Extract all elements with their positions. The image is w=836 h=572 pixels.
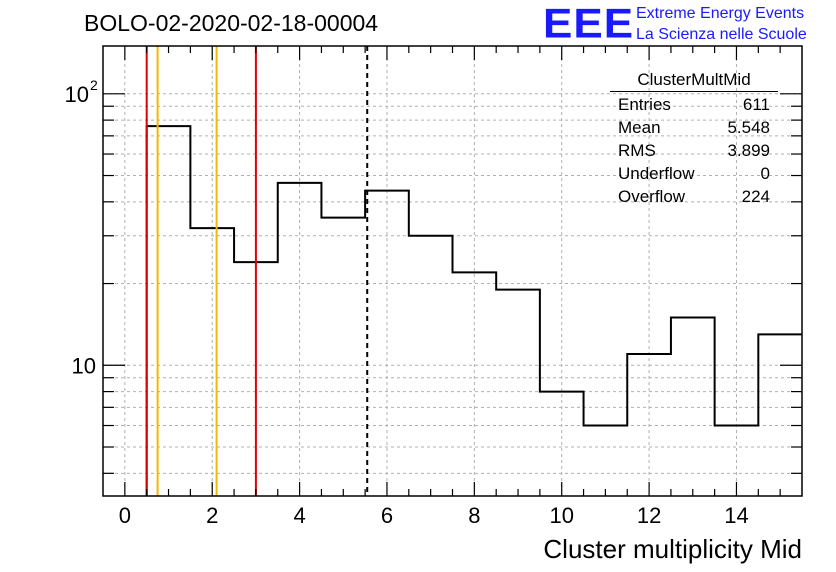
histogram-bin: [321, 218, 365, 496]
stats-row-overflow: Overflow 224: [618, 187, 770, 206]
x-tick-label: 12: [637, 503, 661, 528]
y-tick-exponent: 2: [90, 77, 98, 93]
x-tick-label: 8: [468, 503, 480, 528]
histogram-bin: [278, 183, 322, 496]
eee-logo: EEE: [543, 0, 635, 47]
histogram-bin: [147, 126, 191, 496]
histogram-bin: [627, 354, 671, 496]
histogram-bin: [758, 334, 802, 496]
stats-row-underflow: Underflow 0: [618, 164, 770, 183]
x-tick-label: 2: [206, 503, 218, 528]
x-tick-label: 4: [293, 503, 305, 528]
histogram-bin: [453, 272, 497, 496]
x-tick-label: 0: [119, 503, 131, 528]
histogram-bin: [671, 317, 715, 496]
histogram-series: [145, 125, 802, 496]
histogram-bin: [365, 191, 409, 496]
stats-row-mean: Mean 5.548: [618, 118, 770, 137]
logo-line-1: Extreme Energy Events: [636, 5, 805, 22]
x-axis-label: Cluster multiplicity Mid: [543, 534, 802, 564]
y-tick-label: 10: [65, 82, 89, 107]
chart-title: BOLO-02-2020-02-18-00004: [84, 10, 379, 36]
x-tick-label: 6: [381, 503, 393, 528]
stats-row-entries: Entries 611: [618, 95, 770, 114]
histogram-bin: [540, 392, 584, 496]
eee-logo-caption: Extreme Energy Events La Scienza nelle S…: [636, 3, 807, 45]
histogram-bin: [409, 236, 453, 496]
x-tick-label: 10: [549, 503, 573, 528]
logo-line-2: La Scienza nelle Scuole: [636, 26, 807, 43]
x-tick-label: 14: [724, 503, 748, 528]
stats-title: ClusterMultMid: [610, 70, 778, 92]
histogram-bin: [190, 228, 234, 496]
y-tick-label: 10: [72, 353, 96, 378]
stats-box: ClusterMultMid Entries 611 Mean 5.548 RMS 3…: [610, 70, 778, 208]
stats-row-rms: RMS 3.899: [618, 141, 770, 160]
histogram-bin: [584, 426, 628, 496]
histogram-bin: [496, 290, 540, 496]
